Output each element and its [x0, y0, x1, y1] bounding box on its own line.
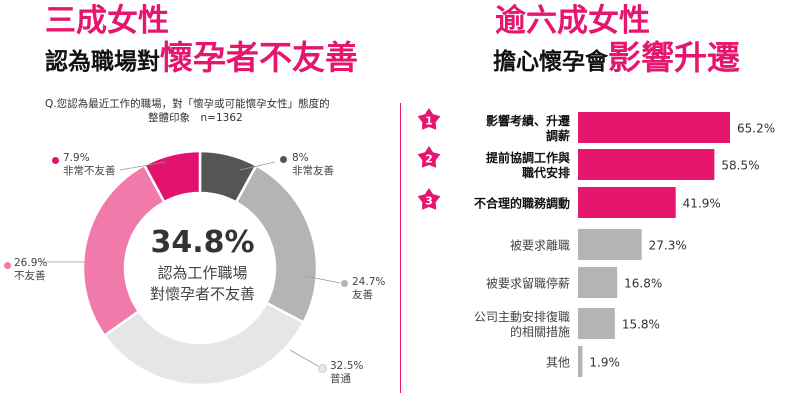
- rank-badge-shape-3: [417, 188, 441, 210]
- rank-badge-shape-1: [417, 108, 441, 130]
- bar-2: [578, 149, 715, 180]
- rank-badge-number-3: 3: [425, 195, 433, 208]
- slice-label-friendly: 24.7% 友善: [352, 276, 385, 302]
- bar-value-7: 1.9%: [589, 356, 620, 370]
- bar-1: [578, 112, 730, 143]
- donut-center-label-2: 對懷孕者不友善: [149, 285, 255, 303]
- rank-badge-shape-2: [417, 146, 441, 168]
- bar-6: [578, 308, 615, 339]
- slice-dot-very-friendly: [280, 156, 287, 163]
- bar-value-5: 16.8%: [624, 277, 662, 291]
- slice-dot-friendly: [341, 280, 348, 287]
- bar-4: [578, 229, 642, 260]
- right-headline-accent: 影響升遷: [608, 38, 740, 77]
- slice-name-friendly: 友善: [352, 289, 373, 301]
- bar-label-3-line-1: 不合理的職務調動: [474, 196, 570, 211]
- bar-7: [578, 346, 583, 377]
- slice-value-very-unfriendly: 7.9%: [63, 152, 90, 164]
- bar-5: [578, 267, 618, 298]
- bar-label-6-line-2: 的相關措施: [510, 324, 570, 339]
- left-headline-accent: 懷孕者不友善: [160, 38, 358, 77]
- bar-chart-divider: [400, 103, 401, 393]
- bar-value-2: 58.5%: [721, 159, 759, 173]
- rank-badge-number-2: 2: [425, 153, 433, 166]
- slice-label-normal: 32.5% 普通: [330, 360, 363, 386]
- donut-center-label-1: 認為工作職場: [157, 264, 248, 282]
- leader-friendly: [304, 275, 341, 284]
- right-headline-secondary: 擔心懷孕會影響升遷: [493, 41, 740, 74]
- left-headline-plain: 認為職場對: [45, 49, 160, 75]
- slice-dot-very-unfriendly: [52, 157, 59, 164]
- bar-label-1-line-1: 影響考績、升遷: [486, 113, 570, 128]
- slice-dot-normal: [318, 364, 327, 373]
- slice-value-normal: 32.5%: [330, 360, 364, 372]
- donut-slice-very-unfriendly: [142, 149, 202, 204]
- slice-name-very-unfriendly: 非常不友善: [63, 165, 116, 177]
- slice-dot-unfriendly: [4, 262, 11, 269]
- bar-label-2-line-2: 職代安排: [522, 165, 570, 180]
- bar-label-2-line-1: 提前協調工作與: [486, 150, 570, 165]
- left-headline-primary: 三成女性: [45, 3, 169, 39]
- survey-question-line-1: Q.您認為最近工作的職場，對「懷孕或可能懷孕女性」態度的: [45, 98, 330, 110]
- slice-name-very-friendly: 非常友善: [292, 165, 334, 177]
- leader-very-friendly: [239, 161, 276, 171]
- slice-name-normal: 普通: [330, 373, 351, 385]
- slice-label-very-unfriendly: 7.9% 非常不友善: [63, 152, 116, 178]
- bar-3: [578, 187, 676, 218]
- slice-label-unfriendly: 26.9% 不友善: [14, 257, 47, 283]
- right-headline-plain: 擔心懷孕會: [493, 49, 608, 75]
- rank-badge-number-1: 1: [425, 115, 433, 128]
- left-panel: 三成女性 認為職場對懷孕者不友善 Q.您認為最近工作的職場，對「懷孕或可能懷孕女…: [0, 0, 390, 401]
- rank-badge-2: 2: [417, 146, 441, 168]
- rank-badge-1: 1: [417, 108, 441, 130]
- survey-question: Q.您認為最近工作的職場，對「懷孕或可能懷孕女性」態度的 整體印象 n=1362: [45, 97, 375, 125]
- bar-label-4-line-1: 被要求離職: [510, 239, 570, 253]
- leader-normal: [289, 349, 319, 367]
- left-headline-secondary: 認為職場對懷孕者不友善: [45, 41, 358, 74]
- donut-center-value: 34.8%: [150, 225, 255, 260]
- rank-badge-3: 3: [417, 188, 441, 210]
- slice-name-unfriendly: 不友善: [14, 270, 46, 282]
- slice-value-unfriendly: 26.9%: [14, 257, 48, 269]
- bar-value-3: 41.9%: [683, 197, 721, 211]
- slice-label-very-friendly: 8% 非常友善: [292, 152, 334, 178]
- slice-value-very-friendly: 8%: [292, 152, 309, 164]
- right-panel: 逾六成女性 擔心懷孕會影響升遷 65.2% 影響考績、升遷 調薪 58.5% 提前協調工…: [400, 0, 800, 401]
- bar-label-7-line-1: 其他: [546, 356, 570, 370]
- slice-value-friendly: 24.7%: [352, 276, 386, 288]
- bar-value-6: 15.8%: [622, 318, 660, 332]
- bar-label-1-line-2: 調薪: [546, 128, 570, 143]
- bar-label-5-line-1: 被要求留職停薪: [486, 276, 570, 291]
- donut-chart: [40, 149, 341, 387]
- leader-very-unfriendly: [119, 161, 166, 171]
- donut-slice-normal: [102, 301, 306, 387]
- bar-value-4: 27.3%: [649, 239, 687, 253]
- bar-value-1: 65.2%: [737, 122, 775, 136]
- right-headline-primary: 逾六成女性: [495, 3, 650, 39]
- survey-question-line-2: 整體印象 n=1362: [148, 112, 243, 124]
- bar-label-6-line-1: 公司主動安排復職: [474, 309, 570, 324]
